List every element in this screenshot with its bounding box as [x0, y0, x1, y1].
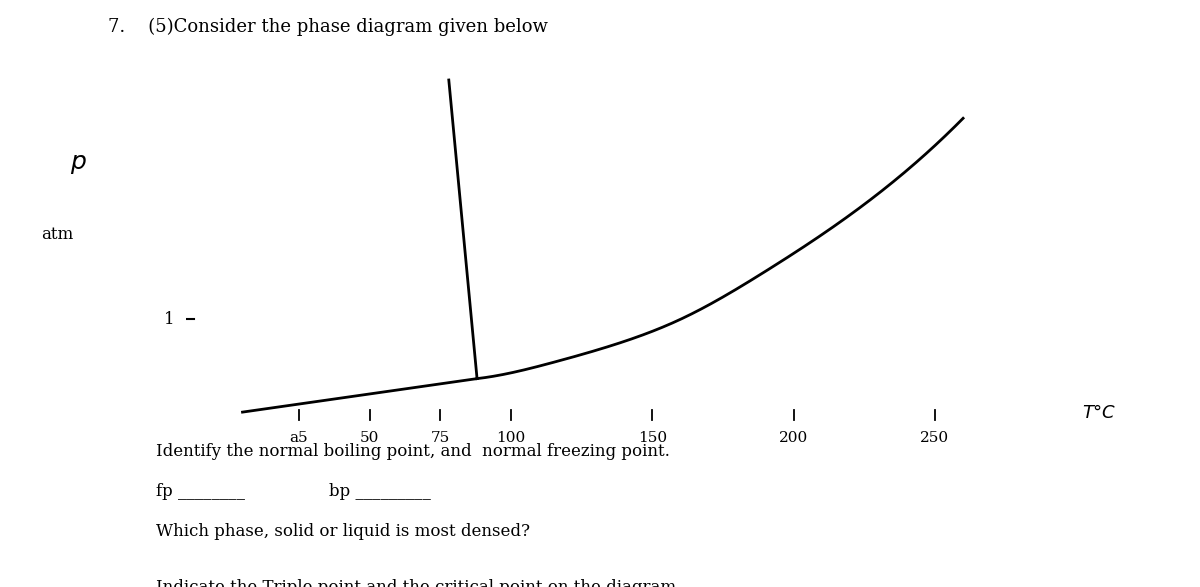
Text: 200: 200: [779, 431, 808, 446]
Text: $p$: $p$: [70, 153, 86, 176]
Text: fp ________                bp _________: fp ________ bp _________: [156, 483, 431, 500]
Text: Indicate the Triple point and the critical point on the diagram.: Indicate the Triple point and the critic…: [156, 579, 682, 587]
Text: 75: 75: [431, 431, 450, 446]
Text: 250: 250: [920, 431, 949, 446]
Text: 150: 150: [637, 431, 667, 446]
Text: 1: 1: [164, 311, 175, 328]
Text: 7.    (5)Consider the phase diagram given below: 7. (5)Consider the phase diagram given b…: [108, 18, 548, 36]
Text: atm: atm: [42, 227, 73, 243]
Text: 100: 100: [497, 431, 526, 446]
Text: 50: 50: [360, 431, 379, 446]
Text: a5: a5: [289, 431, 308, 446]
Text: Identify the normal boiling point, and  normal freezing point.: Identify the normal boiling point, and n…: [156, 443, 670, 460]
Text: $T°C$: $T°C$: [1081, 404, 1116, 422]
Text: Which phase, solid or liquid is most densed?: Which phase, solid or liquid is most den…: [156, 523, 530, 540]
